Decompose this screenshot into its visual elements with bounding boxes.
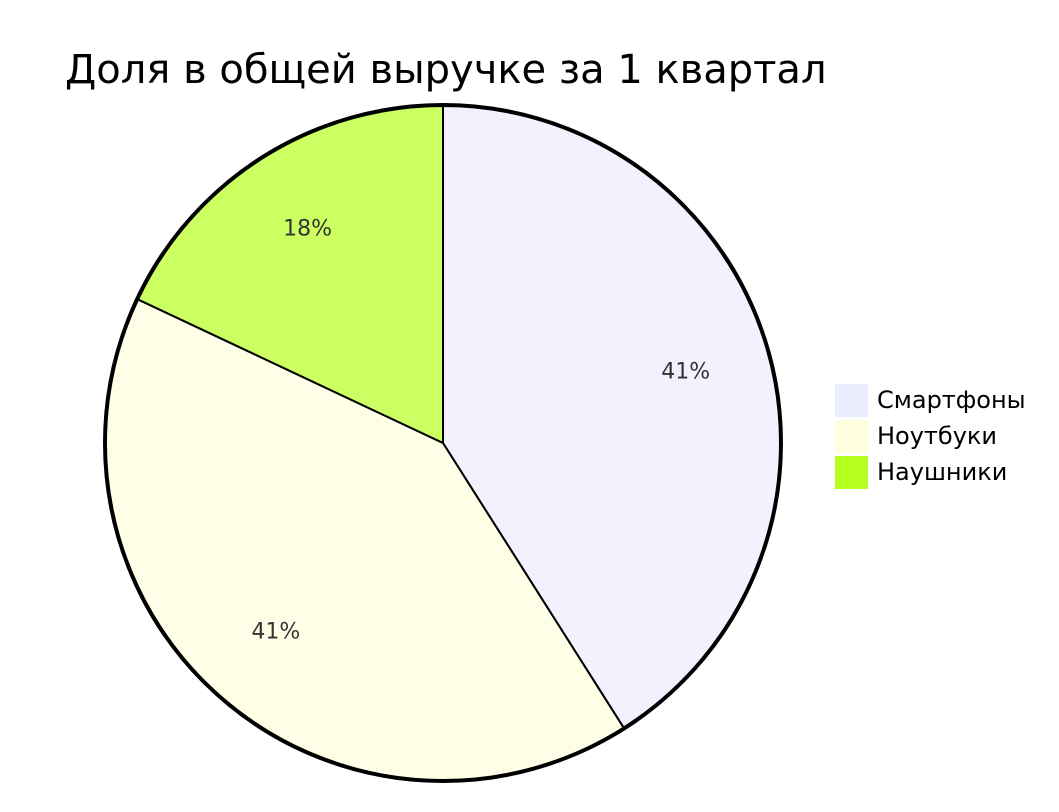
pie-slice <box>136 104 444 445</box>
legend-label: Смартфоны <box>877 386 1026 414</box>
data-label: 41% <box>251 620 300 645</box>
pie-outline <box>103 103 783 783</box>
data-label: 41% <box>661 359 710 384</box>
legend-swatch <box>835 384 868 417</box>
chart-title: Доля в общей выручке за 1 квартал <box>65 47 827 93</box>
legend-swatch <box>835 456 868 489</box>
legend-label: Ноутбуки <box>877 422 997 450</box>
pie-slice <box>105 298 625 781</box>
legend-label: Наушники <box>877 458 1007 486</box>
legend-swatch <box>835 420 868 453</box>
data-label: 18% <box>283 217 332 242</box>
pie-slice <box>442 104 781 729</box>
